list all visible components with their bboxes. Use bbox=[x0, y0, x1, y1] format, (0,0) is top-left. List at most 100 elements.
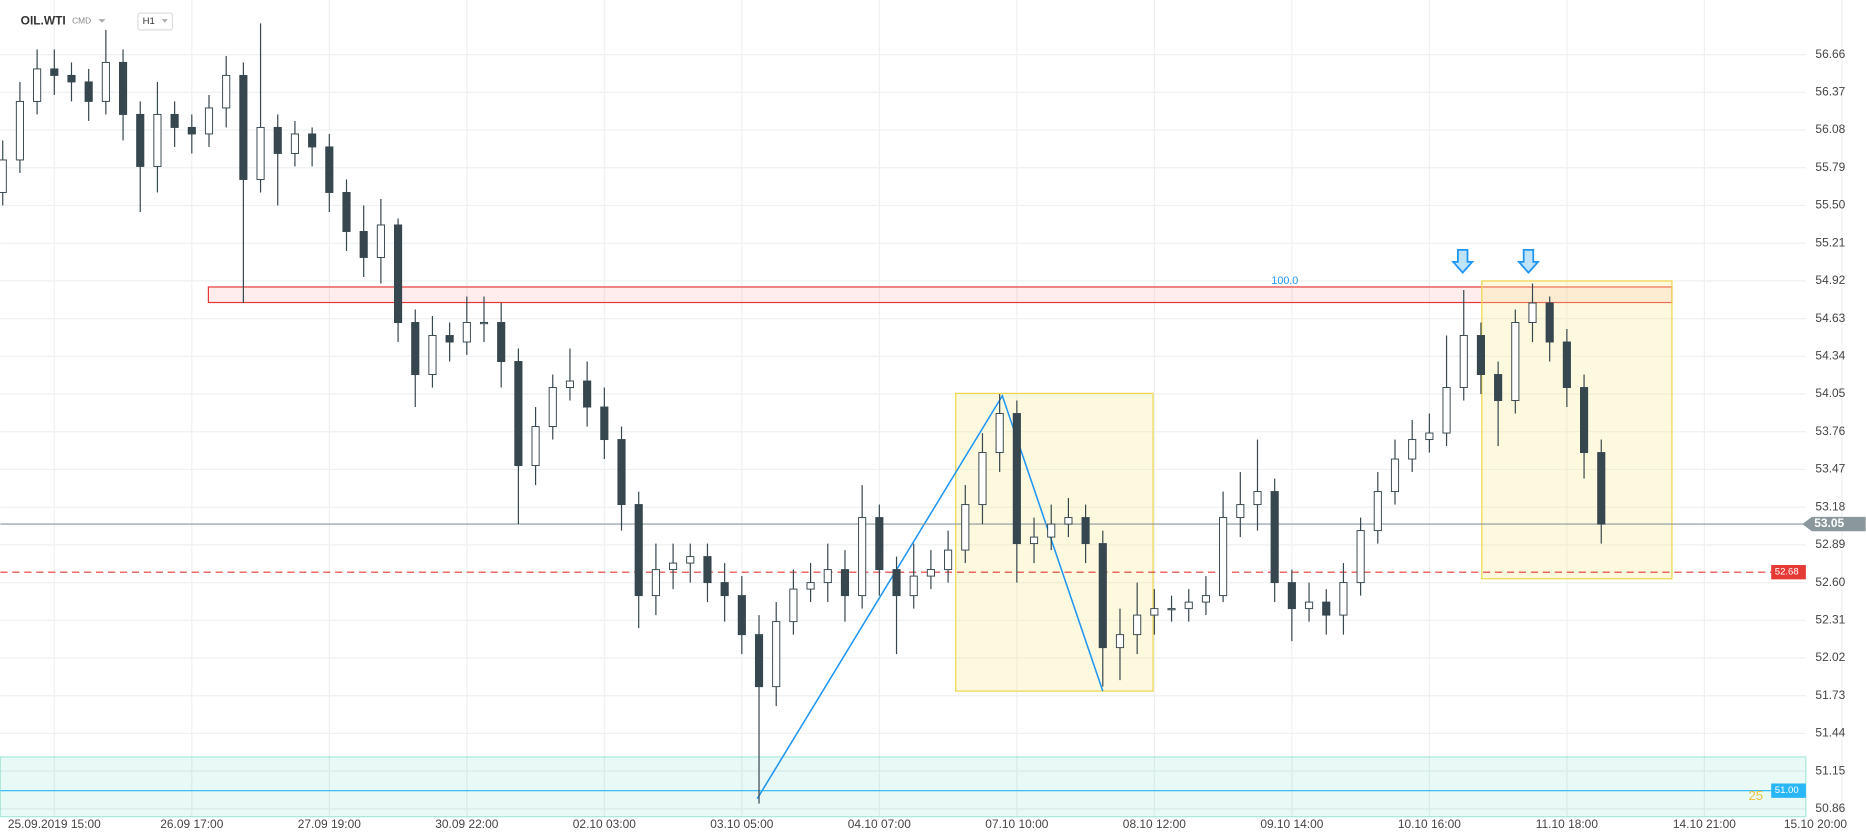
candle-body bbox=[514, 361, 523, 467]
arrows bbox=[1451, 249, 1541, 274]
y-tick-label: 54.34 bbox=[1815, 348, 1845, 362]
candle-body bbox=[1133, 614, 1142, 636]
y-tick-label: 52.02 bbox=[1815, 650, 1845, 664]
candle-body bbox=[1115, 634, 1125, 649]
dropdown-caret[interactable] bbox=[98, 19, 106, 23]
x-tick-label: 04.10 07:00 bbox=[848, 817, 911, 831]
y-tick-label: 56.08 bbox=[1815, 122, 1845, 136]
candle-body bbox=[1167, 608, 1176, 611]
x-tick-label: 30.09 22:00 bbox=[435, 817, 498, 831]
y-tick-label: 53.18 bbox=[1815, 499, 1845, 513]
candle-body bbox=[359, 230, 368, 258]
candle-body bbox=[1270, 491, 1279, 584]
candle-body bbox=[153, 113, 162, 167]
candle-body bbox=[50, 68, 59, 76]
y-tick-label: 52.89 bbox=[1815, 537, 1845, 551]
y-tick-label: 50.86 bbox=[1815, 801, 1845, 815]
candle-body bbox=[1287, 582, 1296, 610]
candle-body bbox=[479, 322, 489, 325]
candle-body bbox=[1494, 374, 1503, 402]
y-tick-label: 54.05 bbox=[1815, 386, 1845, 400]
candle-body bbox=[978, 452, 987, 506]
x-tick-label: 03.10 05:00 bbox=[710, 817, 773, 831]
price-lines bbox=[0, 523, 1806, 792]
candle-body bbox=[944, 549, 953, 571]
candle-body bbox=[1476, 335, 1486, 376]
candle-body bbox=[531, 426, 540, 467]
candle-body bbox=[1201, 595, 1210, 603]
x-tick-label: 02.10 03:00 bbox=[573, 817, 636, 831]
annotation: 25 bbox=[1748, 788, 1763, 803]
x-tick-label: 11.10 18:00 bbox=[1536, 817, 1599, 831]
x-tick-label: 26.09 17:00 bbox=[160, 817, 223, 831]
candle-body bbox=[772, 621, 781, 688]
candle-body bbox=[187, 126, 196, 135]
candle-body bbox=[497, 322, 506, 362]
y-tick-label: 53.76 bbox=[1815, 424, 1845, 438]
x-tick-label: 10.10 16:00 bbox=[1398, 817, 1461, 831]
candle-body bbox=[445, 335, 454, 343]
candle-body bbox=[342, 191, 351, 232]
candle-body bbox=[84, 81, 93, 102]
y-tick-label: 52.31 bbox=[1815, 612, 1845, 626]
candle-body bbox=[394, 224, 403, 323]
x-tick-label: 08.10 12:00 bbox=[1123, 817, 1186, 831]
candle-body bbox=[669, 562, 678, 571]
candle-body bbox=[840, 569, 850, 597]
candle-body bbox=[67, 74, 76, 83]
candle-body bbox=[651, 569, 660, 597]
candle-body bbox=[1459, 335, 1468, 389]
candle-body bbox=[875, 517, 884, 571]
y-tick-label: 54.63 bbox=[1815, 311, 1845, 325]
y-tick-label: 55.21 bbox=[1815, 235, 1845, 249]
price-tag bbox=[1802, 516, 1866, 532]
down-arrow bbox=[1451, 249, 1475, 274]
candle-body bbox=[1545, 302, 1554, 343]
candle-body bbox=[1562, 341, 1571, 389]
price-tag-label: 51.00 bbox=[1775, 785, 1799, 796]
candle-body bbox=[892, 569, 901, 597]
candle-body bbox=[1064, 517, 1073, 525]
candle-body bbox=[15, 100, 24, 161]
timeframe: H1 bbox=[143, 16, 155, 27]
candle-body bbox=[1511, 322, 1520, 402]
timeframe-button[interactable] bbox=[137, 12, 174, 31]
candle-body bbox=[1373, 491, 1382, 532]
candle-body bbox=[789, 588, 798, 623]
y-tick-label: 56.37 bbox=[1815, 84, 1845, 98]
resistance-zone bbox=[207, 286, 1673, 304]
candle-body bbox=[1322, 601, 1331, 616]
candle-body bbox=[1236, 504, 1245, 519]
zigzag-drawing bbox=[756, 393, 1104, 800]
candle-body bbox=[411, 322, 420, 376]
candle-body bbox=[600, 406, 609, 441]
x-tick-label: 09.10 14:00 bbox=[1260, 817, 1323, 831]
candle-body bbox=[720, 582, 729, 597]
y-tick-label: 52.60 bbox=[1815, 575, 1845, 589]
candle-body bbox=[1047, 523, 1056, 538]
candle-body bbox=[754, 634, 764, 688]
candle-body bbox=[222, 74, 231, 109]
candle-body bbox=[33, 68, 42, 102]
candle-body bbox=[1442, 387, 1451, 434]
candle-body bbox=[634, 504, 643, 597]
candle-body bbox=[118, 61, 128, 115]
candle-body bbox=[1339, 582, 1348, 616]
candle-body bbox=[1580, 387, 1589, 454]
candle-body bbox=[1408, 439, 1417, 460]
dropdown-caret bbox=[161, 19, 168, 23]
candle-body bbox=[376, 224, 385, 258]
candle-body bbox=[858, 517, 867, 597]
candle-body bbox=[1390, 458, 1400, 493]
candle-body bbox=[583, 380, 592, 408]
grid bbox=[0, 0, 1843, 817]
price-tag-label: 52.68 bbox=[1775, 567, 1799, 578]
candle-body bbox=[1081, 517, 1090, 545]
instrument[interactable]: OIL.WTI bbox=[21, 14, 66, 28]
y-tick-label: 56.66 bbox=[1815, 47, 1845, 61]
candle-body bbox=[548, 387, 557, 428]
candle-body bbox=[1012, 413, 1021, 545]
candle-body bbox=[1029, 536, 1039, 545]
price-tag bbox=[1771, 783, 1806, 798]
